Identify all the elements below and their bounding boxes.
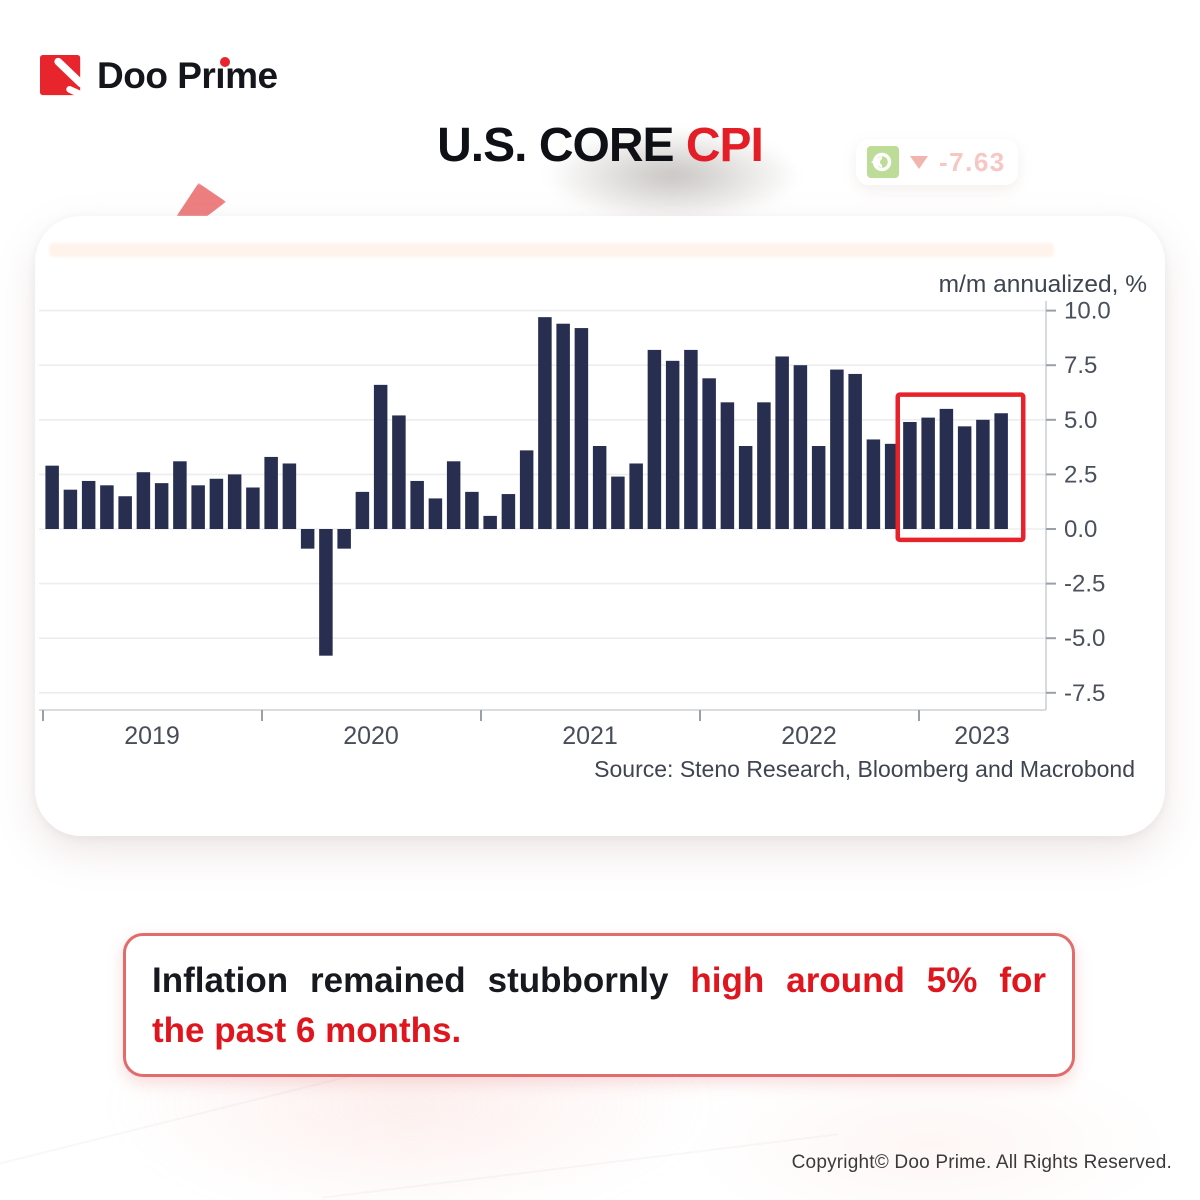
highlight-box-last-6-months [895,392,1026,543]
bar-2021-07 [592,446,607,529]
x-tick-label-2020: 2020 [343,722,399,750]
bar-2020-03 [300,529,315,549]
faded-ticker-widget: -7.63 [856,139,1018,185]
bar-2019-07 [154,483,169,529]
y-tick-label: 0.0 [1064,516,1097,543]
bar-2020-07 [373,384,388,529]
bar-2022-07 [811,446,826,529]
y-axis-unit-label: m/m annualized, % [939,271,1147,298]
down-triangle-icon [910,155,928,169]
bar-2019-12 [246,487,260,529]
bar-2023-01 [921,417,935,529]
whited-out-chart-title [49,243,1054,257]
bar-2023-03 [957,426,972,529]
bar-2020-08 [392,415,406,529]
callout-line-2: the past 6 months. [152,1011,462,1050]
bar-2021-03 [519,450,534,529]
bar-2022-08 [830,369,844,529]
bar-2020-01 [264,456,278,529]
core-cpi-bar-chart: 10.0 7.5 5.0 2.5 0.0 -2.5 -5.0 -7.5 2019 2020 2021… [39,271,1147,782]
doo-prime-logo: Doo Prıme [40,54,278,98]
x-tick-label-2022: 2022 [781,722,837,750]
nvidia-logo-icon [867,146,899,178]
y-tick-label: 10.0 [1064,298,1111,325]
bar-2023-05 [994,413,1008,529]
doo-prime-logo-text: Doo Prıme [97,55,278,96]
bar-2021-04 [538,317,552,529]
bar-2019-04 [100,485,114,529]
bar-2022-03 [738,446,753,529]
bar-2019-06 [136,472,151,529]
page-title: U.S. CORE CPI [0,118,1200,173]
bar-2021-06 [574,328,589,529]
logo-i-dot [220,57,230,67]
bar-2020-12 [465,491,479,529]
bar-2020-02 [282,463,297,529]
bar-2022-06 [793,365,808,529]
callout-line-1: Inflation remained stubbornly high aroun… [152,956,1046,1006]
bar-2019-05 [118,496,132,529]
bar-2019-10 [209,478,224,529]
faded-logo-shard [176,183,226,217]
x-tick-label-2023: 2023 [954,722,1010,750]
bar-2022-09 [848,373,862,529]
bar-2020-05 [337,529,351,549]
y-tick-label: -7.5 [1064,680,1105,707]
x-tick-label-2019: 2019 [124,722,180,750]
bar-2022-12 [903,421,917,529]
bar-2021-01 [483,515,497,529]
bar-2020-06 [355,491,370,529]
doo-prime-logo-icon [40,54,84,98]
copyright-text: Copyright© Doo Prime. All Rights Reserve… [791,1152,1172,1173]
y-tick-label: -2.5 [1064,571,1105,598]
bar-2019-09 [191,485,205,529]
bar-2021-05 [556,323,570,529]
bar-2022-01 [702,378,716,529]
bar-2019-03 [81,480,96,529]
y-tick-label: -5.0 [1064,625,1105,652]
bar-2022-10 [866,439,881,529]
bar-2022-05 [775,356,789,529]
callout-text-red: high around 5% for [690,961,1046,1000]
ticker-change-value: -7.63 [939,146,1006,177]
bar-2023-02 [939,408,954,529]
y-tick-label: 2.5 [1064,461,1097,488]
bar-2021-08 [611,476,625,529]
callout-text-black: Inflation remained stubbornly [152,961,669,1000]
bar-2023-04 [976,419,990,529]
bar-2020-10 [428,498,443,529]
bar-2021-11 [665,360,680,529]
chart-card: 10.0 7.5 5.0 2.5 0.0 -2.5 -5.0 -7.5 2019 2020 2021… [35,216,1165,836]
bar-2020-11 [446,461,461,529]
bar-2021-10 [647,349,662,529]
page-title-black: U.S. CORE [437,119,674,172]
bar-2022-04 [757,402,771,529]
y-tick-label: 7.5 [1064,352,1097,379]
bar-2019-11 [227,474,242,529]
bar-2020-04 [319,529,333,656]
bar-2021-12 [684,349,698,529]
bar-2021-02 [501,494,516,529]
bar-2020-09 [410,480,424,529]
callout-box: Inflation remained stubbornly high aroun… [123,933,1075,1077]
bar-2021-09 [629,463,643,529]
bar-2019-02 [63,489,78,529]
bar-2019-01 [45,465,59,529]
x-tick-label-2021: 2021 [562,722,618,750]
y-tick-label: 5.0 [1064,407,1097,434]
page-title-red: CPI [685,119,764,172]
bar-2019-08 [173,461,187,529]
chart-source: Source: Steno Research, Bloomberg and Ma… [594,756,1135,782]
bar-2022-02 [720,402,735,529]
faded-photo-background [545,128,800,223]
bar-2022-11 [884,443,899,529]
